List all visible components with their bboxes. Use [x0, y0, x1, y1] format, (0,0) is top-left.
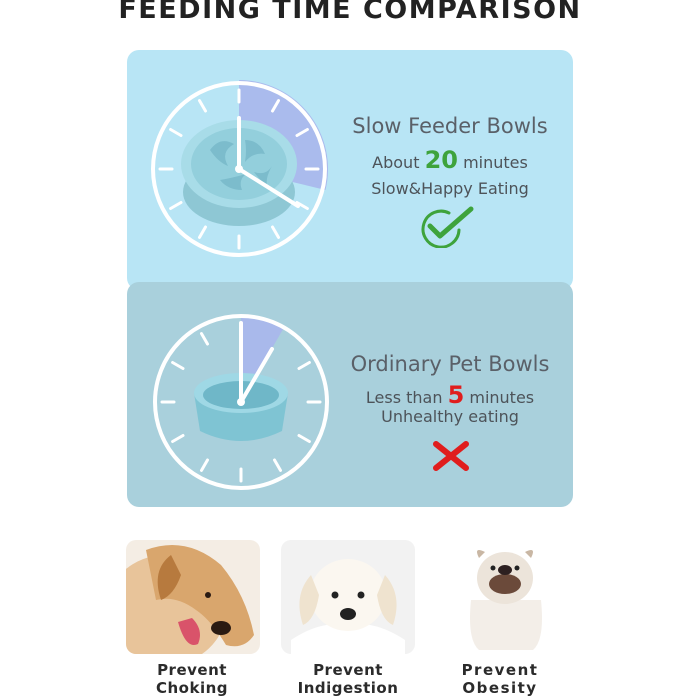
slow-feeder-subtitle: Slow&Happy Eating — [371, 179, 529, 198]
ordinary-minutes-value: 5 — [447, 381, 465, 409]
cross-icon — [433, 441, 469, 471]
benefit-caption-obesity: Prevent Obesity — [461, 661, 539, 697]
ordinary-bowl-duration: Less than 5 minutes — [335, 381, 565, 409]
benefit-caption-choking: Prevent Choking — [155, 661, 229, 697]
ordinary-minutes-suffix: minutes — [469, 388, 535, 407]
page-title: FEEDING TIME COMPARISON — [118, 0, 582, 25]
about-prefix: About — [372, 153, 420, 172]
ordinary-bowl-heading: Ordinary Pet Bowls — [350, 352, 550, 376]
slow-feeder-clock — [151, 80, 328, 257]
ordinary-bowl-clock — [153, 314, 329, 490]
puppy-photo — [281, 540, 415, 654]
dog-eating-photo — [126, 540, 260, 654]
slow-feeder-duration: About 20 minutes — [335, 146, 565, 174]
slow-minutes-suffix: minutes — [463, 153, 528, 172]
benefit-caption-indigestion: Prevent Indigestion — [297, 661, 399, 697]
checkmark-icon — [421, 206, 474, 248]
ordinary-bowl-subtitle: Unhealthy eating — [381, 407, 519, 426]
slow-minutes-value: 20 — [424, 146, 458, 174]
bulldog-photo — [437, 540, 573, 654]
slow-feeder-heading: Slow Feeder Bowls — [352, 114, 548, 138]
less-than-prefix: Less than — [365, 388, 443, 407]
